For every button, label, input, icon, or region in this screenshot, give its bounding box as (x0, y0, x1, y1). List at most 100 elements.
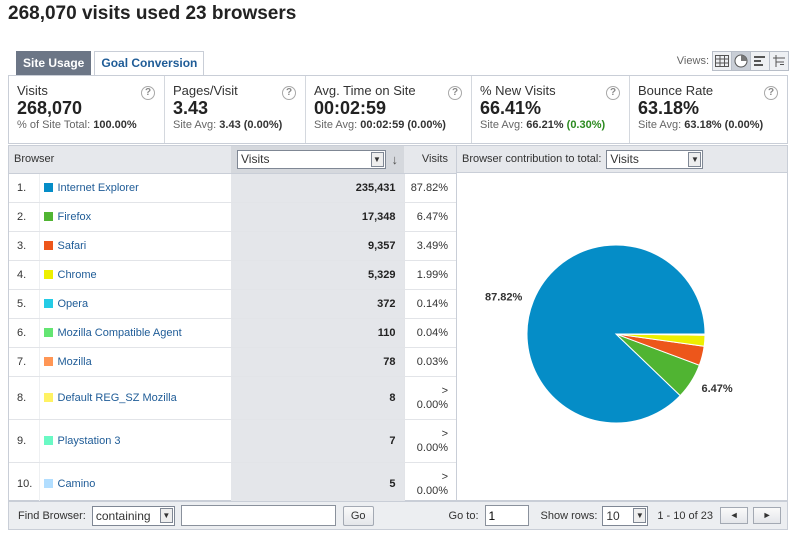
chart-panel: Browser contribution to total: Visits ▼ … (456, 145, 788, 501)
visits-value: 7 (231, 419, 404, 463)
sort-descending-icon[interactable]: ↓ (391, 151, 399, 167)
series-color-swatch (43, 211, 53, 221)
pct-prefix: > (441, 470, 448, 483)
page-title: 268,070 visits used 23 browsers (8, 3, 297, 24)
help-icon[interactable]: ? (448, 86, 462, 100)
series-color-swatch (43, 298, 53, 308)
browser-link[interactable]: Chrome (57, 268, 97, 281)
pct-value: 1.99% (416, 268, 448, 281)
metric-subtext: Site Avg: 66.21% (0.30%) (480, 119, 606, 131)
visits-value: 5 (231, 462, 404, 506)
table-row: 3. Safari 9,357 3.49% (9, 231, 456, 261)
metric-subtext: Site Avg: 00:02:59 (0.00%) (314, 119, 446, 131)
metric-label: Bounce Rate (638, 83, 714, 98)
rows-value: 10 (606, 508, 620, 523)
metric-value: 268,070 (17, 98, 83, 118)
browser-cell: Default REG_SZ Mozilla (38, 376, 231, 420)
metric-label: Visits (17, 83, 48, 98)
table-footer: Find Browser: containing ▼ Go Go to: Sho… (8, 501, 788, 530)
pie-data-label: 6.47% (702, 383, 733, 395)
metric-visits: Visits 268,070 % of Site Total: 100.00% … (9, 76, 165, 143)
browser-cell: Playstation 3 (38, 419, 231, 463)
table-row: 7. Mozilla 78 0.03% (9, 347, 456, 377)
pct-cell: 0.04% (403, 318, 456, 348)
pct-value: 87.82% (410, 181, 448, 194)
pct-value: 3.49% (416, 239, 448, 252)
row-rank: 5. (9, 289, 39, 319)
prev-page-icon[interactable]: ◄ (720, 507, 749, 524)
browser-link[interactable]: Mozilla Compatible Agent (57, 326, 182, 339)
pct-cell: >0.00% (403, 419, 456, 463)
table-view-icon[interactable] (712, 51, 732, 71)
chevron-down-icon: ▼ (370, 151, 384, 167)
help-icon[interactable]: ? (606, 86, 620, 100)
browser-cell: Opera (38, 289, 231, 319)
metric-new-visits: % New Visits 66.41% Site Avg: 66.21% (0.… (472, 76, 630, 143)
tab-goal-conversion[interactable]: Goal Conversion (94, 51, 205, 75)
help-icon[interactable]: ? (282, 86, 296, 100)
performance-view-icon[interactable] (750, 51, 770, 71)
browser-cell: Camino (38, 462, 231, 506)
chart-contribution-label: Browser contribution to total: (462, 153, 602, 165)
series-color-swatch (43, 327, 53, 337)
browser-link[interactable]: Camino (57, 477, 96, 490)
help-icon[interactable]: ? (141, 86, 155, 100)
table-row: 4. Chrome 5,329 1.99% (9, 260, 456, 290)
metric-subtext: Site Avg: 63.18% (0.00%) (638, 119, 764, 131)
metric-value: 66.41% (480, 98, 542, 118)
browser-link[interactable]: Internet Explorer (57, 181, 139, 194)
pct-cell: 87.82% (403, 173, 456, 203)
find-input[interactable] (180, 505, 336, 526)
metric-subtext: Site Avg: 3.43 (0.00%) (173, 119, 283, 131)
metric-pages-visit: Pages/Visit 3.43 Site Avg: 3.43 (0.00%) … (165, 76, 306, 143)
metric-subtext: % of Site Total: 100.00% (17, 119, 137, 131)
pivot-view-icon[interactable] (769, 51, 789, 71)
row-rank: 9. (9, 419, 39, 463)
browser-cell: Safari (38, 231, 231, 261)
rows-select[interactable]: 10 ▼ (602, 505, 649, 526)
browser-link[interactable]: Playstation 3 (57, 434, 121, 447)
series-color-swatch (43, 240, 53, 250)
help-icon[interactable]: ? (764, 86, 778, 100)
browser-link[interactable]: Mozilla (57, 355, 92, 368)
table-row: 6. Mozilla Compatible Agent 110 0.04% (9, 318, 456, 348)
metric-bounce-rate: Bounce Rate 63.18% Site Avg: 63.18% (0.0… (630, 76, 787, 143)
goto-input[interactable] (484, 505, 529, 526)
next-page-icon[interactable]: ► (753, 507, 782, 524)
pie-view-icon[interactable] (731, 51, 751, 71)
visits-value: 110 (231, 318, 404, 348)
views-label: Views: (676, 55, 709, 67)
column-header-browser[interactable]: Browser (9, 146, 231, 174)
visits-value: 235,431 (231, 173, 404, 203)
chart-header: Browser contribution to total: Visits ▼ (457, 146, 787, 173)
visits-value: 5,329 (231, 260, 404, 290)
go-button[interactable]: Go (342, 505, 374, 526)
pct-value: 0.00% (416, 398, 448, 411)
contribution-metric-value: Visits (610, 152, 639, 166)
contribution-metric-select[interactable]: Visits ▼ (606, 149, 704, 169)
metric-value: 00:02:59 (314, 98, 387, 118)
metric-label: Pages/Visit (173, 83, 238, 98)
tab-site-usage[interactable]: Site Usage (16, 51, 92, 75)
metric-value: 3.43 (173, 98, 209, 118)
metric-avg-time: Avg. Time on Site 00:02:59 Site Avg: 00:… (306, 76, 472, 143)
browser-table: Browser Visits ▼ ↓ Visits 1. Internet Exp… (9, 146, 456, 506)
table-row: 5. Opera 372 0.14% (9, 289, 456, 319)
browser-link[interactable]: Opera (57, 297, 89, 310)
table-row: 10. Camino 5 >0.00% (9, 462, 456, 506)
column-header-sort: Visits ▼ ↓ (231, 146, 404, 174)
report-tabs: Site Usage Goal Conversion (16, 51, 207, 75)
row-rank: 6. (9, 318, 39, 348)
pagination-range: 1 - 10 of 23 (657, 509, 714, 522)
match-type-select[interactable]: containing ▼ (91, 505, 175, 526)
browser-link[interactable]: Firefox (57, 210, 92, 223)
browser-link[interactable]: Safari (57, 239, 87, 252)
browser-link[interactable]: Default REG_SZ Mozilla (57, 391, 177, 404)
sort-metric-select[interactable]: Visits ▼ (237, 149, 386, 169)
chevron-down-icon: ▼ (159, 508, 173, 523)
browser-cell: Internet Explorer (38, 173, 231, 203)
chevron-down-icon: ▼ (688, 151, 702, 167)
column-header-visits[interactable]: Visits (404, 146, 456, 174)
sort-metric-value: Visits (241, 152, 270, 167)
pct-cell: 0.03% (403, 347, 456, 377)
